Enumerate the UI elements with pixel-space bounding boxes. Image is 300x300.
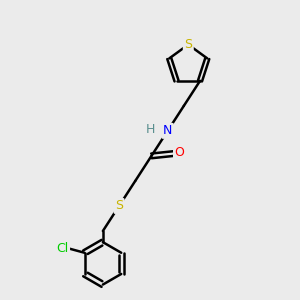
Text: H: H xyxy=(145,123,155,136)
Text: N: N xyxy=(163,124,172,137)
Text: O: O xyxy=(175,146,184,159)
Text: S: S xyxy=(115,200,123,212)
Text: Cl: Cl xyxy=(56,242,69,255)
Text: S: S xyxy=(184,38,192,51)
